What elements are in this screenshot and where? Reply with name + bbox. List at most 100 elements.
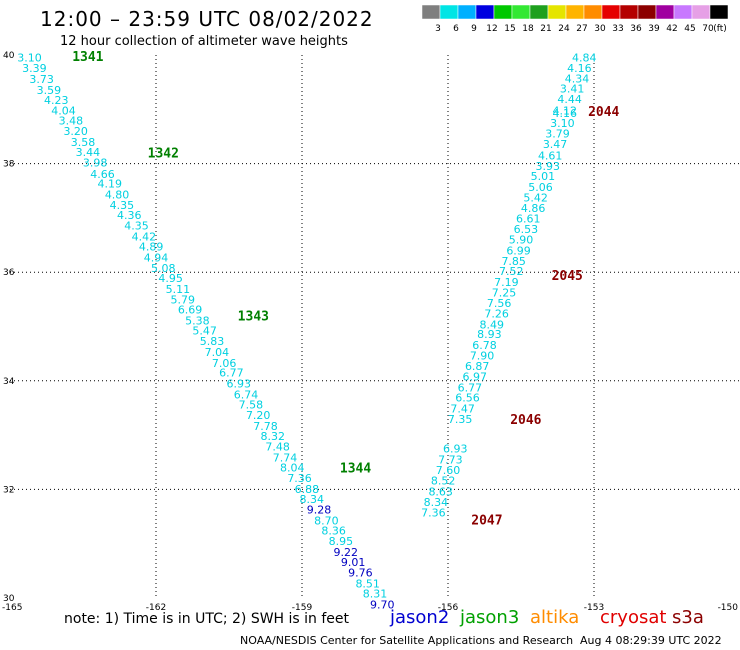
- chart-title: 12:00 – 23:59 UTC 08/02/2022: [40, 7, 374, 31]
- swh-value: 4.86: [521, 202, 546, 215]
- colorbar-swatch: [565, 4, 585, 20]
- swh-value: 7.58: [239, 399, 264, 412]
- swh-value: 7.25: [492, 286, 517, 299]
- swh-value: 3.93: [536, 160, 561, 173]
- x-tick-label: -153: [584, 603, 604, 613]
- satellite-label-jason3: jason3: [460, 607, 520, 628]
- swh-value: 8.51: [355, 577, 380, 590]
- colorbar-swatch: [457, 4, 477, 20]
- swh-value: 5.01: [531, 170, 556, 183]
- swh-value: 4.35: [110, 199, 135, 212]
- x-tick-label: -159: [292, 603, 313, 613]
- chart-subtitle: 12 hour collection of altimeter wave hei…: [60, 34, 348, 49]
- footer-credit: NOAA/NESDIS Center for Satellite Applica…: [240, 634, 574, 647]
- axes: -165 -162 -159 -156 -153 -150 30 32 34 36 38 40: [2, 51, 738, 613]
- colorbar-label: 12: [486, 24, 497, 34]
- swh-value: 8.31: [363, 588, 388, 601]
- swh-value: 7.52: [499, 265, 524, 278]
- swh-value: 4.84: [572, 52, 597, 65]
- x-tick-label: -165: [2, 603, 22, 613]
- pass-number-label: 1343: [238, 310, 269, 325]
- swh-value: 8.95: [329, 535, 354, 548]
- swh-value: 4.35: [124, 220, 149, 233]
- footer-note: note: 1) Time is in UTC; 2) SWH is in fe…: [64, 611, 350, 627]
- swh-value: 7.56: [487, 297, 512, 310]
- swh-value: 6.78: [472, 339, 497, 352]
- satellite-label-altika: altika: [530, 607, 580, 628]
- swh-value: 3.39: [22, 62, 47, 75]
- colorbar-label: 15: [504, 24, 515, 34]
- swh-value: 7.73: [438, 454, 463, 467]
- swh-value: 9.70: [370, 599, 395, 612]
- swh-value: 6.53: [514, 223, 539, 236]
- swh-value: 3.48: [59, 115, 84, 128]
- swh-value: 4.80: [105, 189, 130, 202]
- colorbar-swatch: [421, 4, 441, 20]
- colorbar-legend: 3 6 9 12 15 18 21 24 27 30 33 36 39 42 45 70 (ft): [421, 4, 729, 34]
- colorbar-label: 70: [702, 24, 714, 34]
- pass-number-label: 1344: [340, 462, 371, 477]
- swh-value: 8.36: [321, 525, 346, 538]
- swh-value: 3.10: [550, 117, 575, 130]
- y-tick-label: 30: [3, 594, 15, 604]
- swh-value: 5.42: [523, 191, 548, 204]
- swh-value: 8.04: [280, 462, 305, 475]
- y-tick-label: 38: [3, 160, 15, 170]
- colorbar-swatch: [511, 4, 531, 20]
- colorbar-label: 33: [612, 24, 623, 34]
- swh-value: 3.20: [63, 125, 88, 138]
- pass-number-label: 2045: [552, 269, 583, 284]
- colorbar-label: 36: [630, 24, 642, 34]
- colorbar-label: 30: [594, 24, 606, 34]
- y-tick-label: 40: [3, 51, 15, 61]
- x-tick-label: -156: [438, 603, 459, 613]
- colorbar-swatch: [583, 4, 603, 20]
- swh-value: 6.77: [219, 367, 244, 380]
- colorbar-swatch: [709, 4, 729, 20]
- swh-value: 7.85: [501, 255, 526, 268]
- swh-value: 5.90: [509, 234, 534, 247]
- swh-value: 6.97: [463, 370, 488, 383]
- swh-value: 6.56: [455, 392, 480, 405]
- swh-value: 7.60: [436, 464, 461, 477]
- swh-value: 3.59: [37, 84, 62, 97]
- swh-value: 4.42: [132, 230, 157, 243]
- colorbar-label: 27: [576, 24, 587, 34]
- swh-value: 8.70: [314, 514, 339, 527]
- colorbar-swatch: [619, 4, 639, 20]
- colorbar-swatch: [673, 4, 693, 20]
- colorbar-swatch: [439, 4, 459, 20]
- footer-timestamp: Aug 4 08:29:39 UTC 2022: [580, 634, 722, 647]
- swh-value: 4.16: [567, 62, 592, 75]
- swh-value: 8.49: [480, 318, 505, 331]
- colorbar-swatch: [475, 4, 495, 20]
- swh-value: 7.90: [470, 349, 495, 362]
- swh-value: 5.06: [528, 181, 553, 194]
- swh-value: 6.61: [516, 212, 541, 225]
- swh-value: 7.06: [212, 357, 237, 370]
- swh-value: 6.93: [443, 443, 468, 456]
- swh-value: 9.28: [307, 503, 332, 516]
- swh-value: 4.44: [557, 93, 582, 106]
- pass-number-label: 1342: [148, 147, 179, 162]
- swh-value: 3.10: [17, 52, 42, 65]
- colorbar-label: 39: [648, 24, 660, 34]
- swh-value: 7.04: [205, 346, 230, 359]
- swh-value: 4.95: [158, 272, 183, 285]
- y-tick-label: 36: [3, 268, 15, 278]
- swh-value: 7.48: [265, 441, 290, 454]
- swh-value: 4.66: [90, 168, 115, 181]
- pass-number-label: 1341: [72, 50, 103, 65]
- satellite-label-s3a: s3a: [672, 607, 704, 628]
- swh-value: 4.19: [98, 178, 123, 191]
- swh-value: 7.74: [273, 451, 298, 464]
- colorbar-swatch: [529, 4, 549, 20]
- colorbar-label: 18: [522, 24, 534, 34]
- colorbar-label: 42: [666, 24, 677, 34]
- swh-value: 5.11: [166, 283, 191, 296]
- colorbar-swatch: [547, 4, 567, 20]
- swh-value: 8.63: [428, 486, 453, 499]
- y-tick-label: 34: [3, 377, 15, 387]
- x-tick-label: -162: [146, 603, 166, 613]
- pass-number-label: 2044: [588, 105, 619, 120]
